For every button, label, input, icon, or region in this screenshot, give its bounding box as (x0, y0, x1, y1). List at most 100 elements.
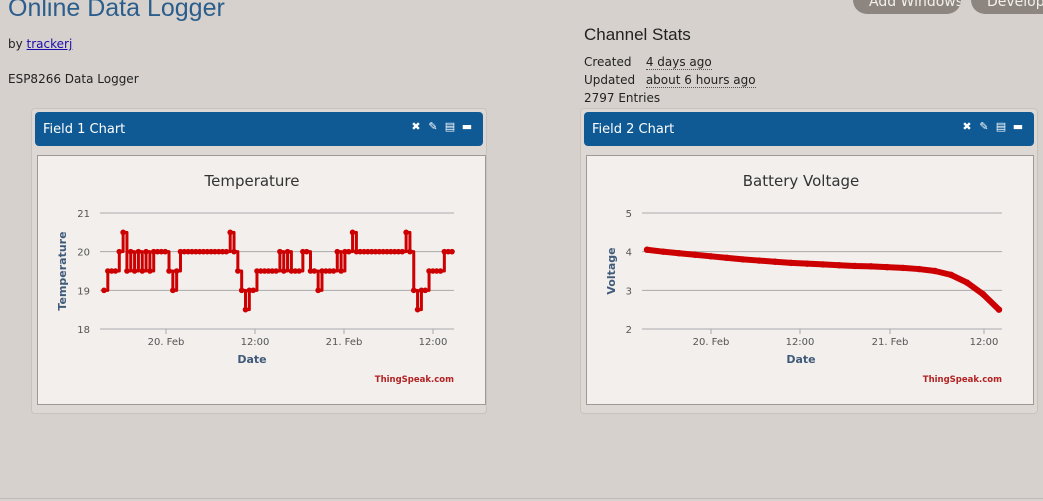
x-tick-label: 21. Feb (872, 337, 909, 348)
data-point (403, 229, 409, 236)
author-link[interactable]: trackerj (26, 37, 73, 51)
data-point (803, 260, 811, 267)
x-tick-label: 20. Feb (693, 337, 730, 348)
updated-value: about 6 hours ago (645, 73, 756, 88)
x-axis-label: Date (237, 353, 266, 366)
y-tick-label: 18 (77, 325, 90, 336)
data-point (127, 248, 134, 255)
close-icon[interactable]: ✖ (411, 120, 421, 133)
y-axis-label: Temperature (56, 231, 69, 310)
updated-label: Updated (584, 73, 636, 87)
developer-button[interactable]: Developer (971, 0, 1043, 14)
y-tick-label: 21 (77, 209, 90, 220)
byline: by trackerj (8, 37, 72, 51)
data-point (979, 291, 987, 298)
data-point (755, 257, 763, 264)
minimize-icon[interactable]: ▬ (461, 120, 473, 133)
data-point (819, 261, 827, 268)
x-tick-label: 21. Feb (326, 337, 363, 348)
data-point (867, 263, 875, 270)
thingspeak-credit: ThingSpeak.com (923, 375, 1002, 385)
data-point (675, 250, 683, 257)
data-point (277, 248, 283, 255)
x-axis-label: Date (786, 353, 815, 366)
data-point (707, 253, 715, 260)
edit-icon[interactable]: ✎ (428, 120, 438, 133)
data-point (112, 268, 119, 274)
data-point (995, 306, 1003, 313)
data-point (273, 268, 279, 274)
panel-title: Field 1 Chart (43, 122, 126, 137)
data-point (135, 248, 142, 255)
x-tick-label: 12:00 (419, 337, 448, 348)
panel-header: Field 1 Chart ✖ ✎ ▤ ▬ (35, 112, 483, 146)
y-tick-label: 20 (77, 248, 90, 259)
battery-voltage-chart: Battery Voltage 2 3 4 5 20. Feb 12:00 21. Feb 12… (605, 172, 1003, 385)
data-point (931, 267, 939, 275)
y-axis-label: Voltage (605, 247, 618, 294)
close-icon[interactable]: ✖ (962, 120, 972, 133)
created-value: 4 days ago (645, 55, 712, 70)
data-point (101, 287, 107, 294)
data-point (223, 248, 230, 255)
page-title: Online Data Logger (8, 0, 225, 22)
panel-header: Field 2 Chart ✖ ✎ ▤ ▬ (584, 112, 1034, 146)
data-point (139, 268, 146, 274)
data-point (414, 306, 421, 313)
data-point (899, 264, 907, 272)
x-tick-label: 12:00 (241, 337, 270, 348)
data-point (227, 229, 233, 236)
data-point (116, 248, 123, 255)
chart-title: Temperature (203, 172, 299, 190)
data-point (162, 248, 168, 255)
data-point (787, 259, 795, 267)
panel-icons: ✖ ✎ ▤ ▬ (410, 120, 473, 134)
panel-title: Field 2 Chart (592, 122, 675, 137)
data-point (449, 248, 455, 255)
x-tick-label: 12:00 (970, 337, 999, 348)
data-point (280, 268, 287, 274)
comment-icon[interactable]: ▤ (444, 120, 456, 133)
x-tick-label: 20. Feb (148, 337, 185, 348)
panel-icons: ✖ ✎ ▤ ▬ (961, 120, 1024, 134)
data-point (410, 287, 417, 294)
data-point (147, 268, 153, 274)
data-point (173, 268, 180, 274)
data-point (235, 268, 241, 274)
thingspeak-credit: ThingSpeak.com (375, 375, 454, 385)
data-point (284, 248, 291, 255)
data-point (691, 251, 699, 258)
data-point (399, 248, 406, 255)
chart-container: Battery Voltage 2 3 4 5 20. Feb 12:00 21. Feb 12… (586, 155, 1034, 405)
field-1-panel: Field 1 Chart ✖ ✎ ▤ ▬ Temperature 18 19 20 2… (31, 108, 487, 414)
entries-count: 2797 Entries (584, 91, 661, 105)
channel-description: ESP8266 Data Logger (8, 72, 139, 86)
x-tick-label: 12:00 (786, 337, 815, 348)
data-point (238, 287, 245, 294)
created-row: Created 4 days ago (584, 53, 756, 71)
data-point (124, 268, 130, 274)
y-tick-label: 2 (626, 325, 632, 336)
data-point (422, 287, 429, 294)
data-point (437, 268, 444, 274)
y-tick-label: 5 (626, 209, 632, 220)
edit-icon[interactable]: ✎ (979, 120, 989, 133)
y-tick-label: 3 (626, 286, 632, 297)
data-point (170, 287, 176, 294)
data-point (242, 306, 249, 313)
chart-container: Temperature 18 19 20 21 20. Feb 12:00 21. Feb 12… (37, 155, 486, 405)
data-point (771, 258, 779, 265)
minimize-icon[interactable]: ▬ (1012, 120, 1024, 133)
data-point (131, 268, 138, 274)
data-point (835, 262, 843, 269)
data-point (143, 248, 149, 255)
data-point (330, 268, 337, 274)
data-point (883, 263, 891, 271)
y-tick-label: 19 (77, 286, 90, 297)
chart-title: Battery Voltage (743, 172, 860, 190)
comment-icon[interactable]: ▤ (995, 120, 1007, 133)
data-point (166, 268, 172, 274)
created-label: Created (584, 55, 632, 69)
add-windows-button[interactable]: Add Windows (853, 0, 961, 14)
bottom-divider (0, 498, 1043, 499)
